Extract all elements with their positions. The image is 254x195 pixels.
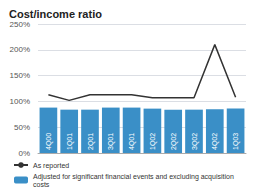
svg-text:3Q01: 3Q01 <box>107 133 115 150</box>
svg-text:4Q02: 4Q02 <box>211 133 219 150</box>
svg-text:100%: 100% <box>10 97 30 106</box>
svg-text:50%: 50% <box>14 123 30 132</box>
svg-text:1Q01: 1Q01 <box>66 133 74 150</box>
svg-text:200%: 200% <box>10 45 30 54</box>
svg-text:1Q02: 1Q02 <box>149 133 157 150</box>
svg-text:250%: 250% <box>10 20 30 29</box>
svg-text:0%: 0% <box>18 149 30 158</box>
svg-text:3Q02: 3Q02 <box>191 133 199 150</box>
svg-text:Cost/income ratio: Cost/income ratio <box>9 8 102 20</box>
svg-text:Adjusted for significant finan: Adjusted for significant financial event… <box>33 173 236 181</box>
svg-text:4Q00: 4Q00 <box>45 133 53 150</box>
svg-text:costs: costs <box>33 181 50 188</box>
svg-text:150%: 150% <box>10 71 30 80</box>
svg-text:As reported: As reported <box>33 162 69 170</box>
svg-text:4Q01: 4Q01 <box>128 133 136 150</box>
svg-text:1Q03: 1Q03 <box>232 133 240 150</box>
svg-text:2Q01: 2Q01 <box>87 133 95 150</box>
svg-text:2Q02: 2Q02 <box>170 133 178 150</box>
